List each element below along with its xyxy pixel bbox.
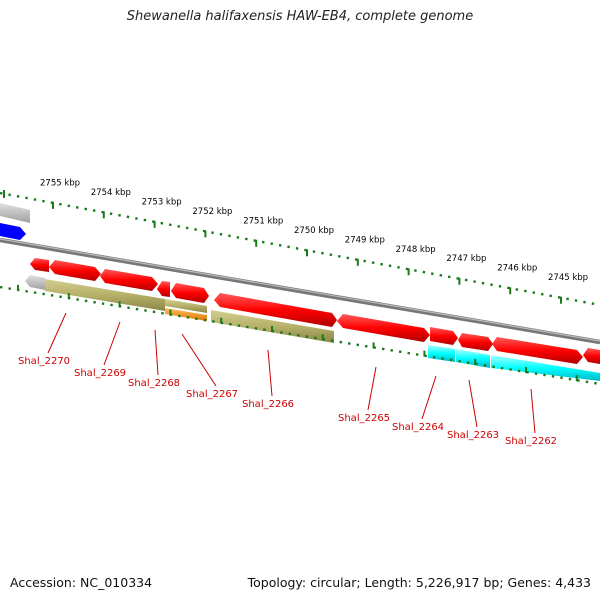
gene-leader-line [468, 379, 478, 428]
cds-arrow [165, 299, 207, 313]
cyan-feature [491, 355, 600, 381]
gene-label[interactable]: Shal_2264 [392, 422, 444, 433]
gene-leader-line [421, 375, 437, 420]
gene-leader-line [154, 329, 159, 376]
grey-feature-top [0, 203, 30, 223]
cds-arrow [171, 283, 209, 303]
cds-arrow [100, 269, 158, 291]
topology-label: Topology: circular; Length: 5,226,917 bp… [247, 575, 591, 590]
cds-arrow [49, 260, 101, 281]
cds-arrow [157, 281, 170, 297]
cyan-feature [456, 349, 490, 368]
ruler-label: 2748 kbp [396, 245, 436, 255]
gene-leader-line [367, 366, 377, 411]
ruler-label: 2750 kbp [294, 226, 334, 236]
ruler-label: 2749 kbp [345, 235, 385, 245]
gene-leader-line [530, 388, 536, 434]
ruler-label: 2751 kbp [243, 216, 283, 226]
gene-label[interactable]: Shal_2265 [338, 413, 390, 424]
cds-arrow [214, 293, 337, 327]
cds-arrow [492, 337, 583, 364]
forward-cds-track [30, 258, 600, 364]
gene-label[interactable]: Shal_2266 [242, 399, 294, 410]
inner-ruler [0, 284, 600, 386]
outer-ruler [0, 190, 600, 307]
ruler-label: 2747 kbp [446, 254, 486, 264]
gene-label[interactable]: Shal_2269 [74, 368, 126, 379]
cds-arrow [30, 258, 49, 272]
grey-feature-reverse [25, 275, 45, 290]
gene-leader-line [181, 333, 217, 387]
gene-label[interactable]: Shal_2262 [505, 436, 557, 447]
ruler-label: 2752 kbp [192, 207, 232, 217]
outer-ruler-line [0, 191, 600, 307]
cds-arrow [458, 333, 493, 351]
cds-arrow [45, 279, 165, 311]
ruler-label: 2754 kbp [91, 188, 131, 198]
gene-label[interactable]: Shal_2268 [128, 378, 180, 389]
accession-label: Accession: NC_010334 [10, 575, 153, 590]
blue-feature [0, 223, 26, 240]
ruler-label: 2755 kbp [40, 178, 80, 188]
cds-arrow [583, 348, 600, 364]
gene-label[interactable]: Shal_2270 [18, 356, 70, 367]
ruler-label: 2746 kbp [497, 264, 537, 274]
ruler-label: 2753 kbp [142, 197, 182, 207]
gene-leader-line [267, 349, 273, 397]
gene-label[interactable]: Shal_2263 [447, 430, 499, 441]
map-title: Shewanella halifaxensis HAW-EB4, complet… [126, 9, 474, 24]
cds-arrow [337, 314, 430, 342]
ruler-labels: 2755 kbp 2754 kbp 2753 kbp 2752 kbp 2751 kbp… [40, 178, 588, 283]
gene-leader-line [47, 312, 67, 354]
cds-arrow [430, 327, 458, 345]
gene-label[interactable]: Shal_2267 [186, 389, 238, 400]
ruler-label: 2745 kbp [548, 273, 588, 283]
gene-leader-line [103, 321, 121, 366]
genome-backbone [0, 237, 600, 345]
